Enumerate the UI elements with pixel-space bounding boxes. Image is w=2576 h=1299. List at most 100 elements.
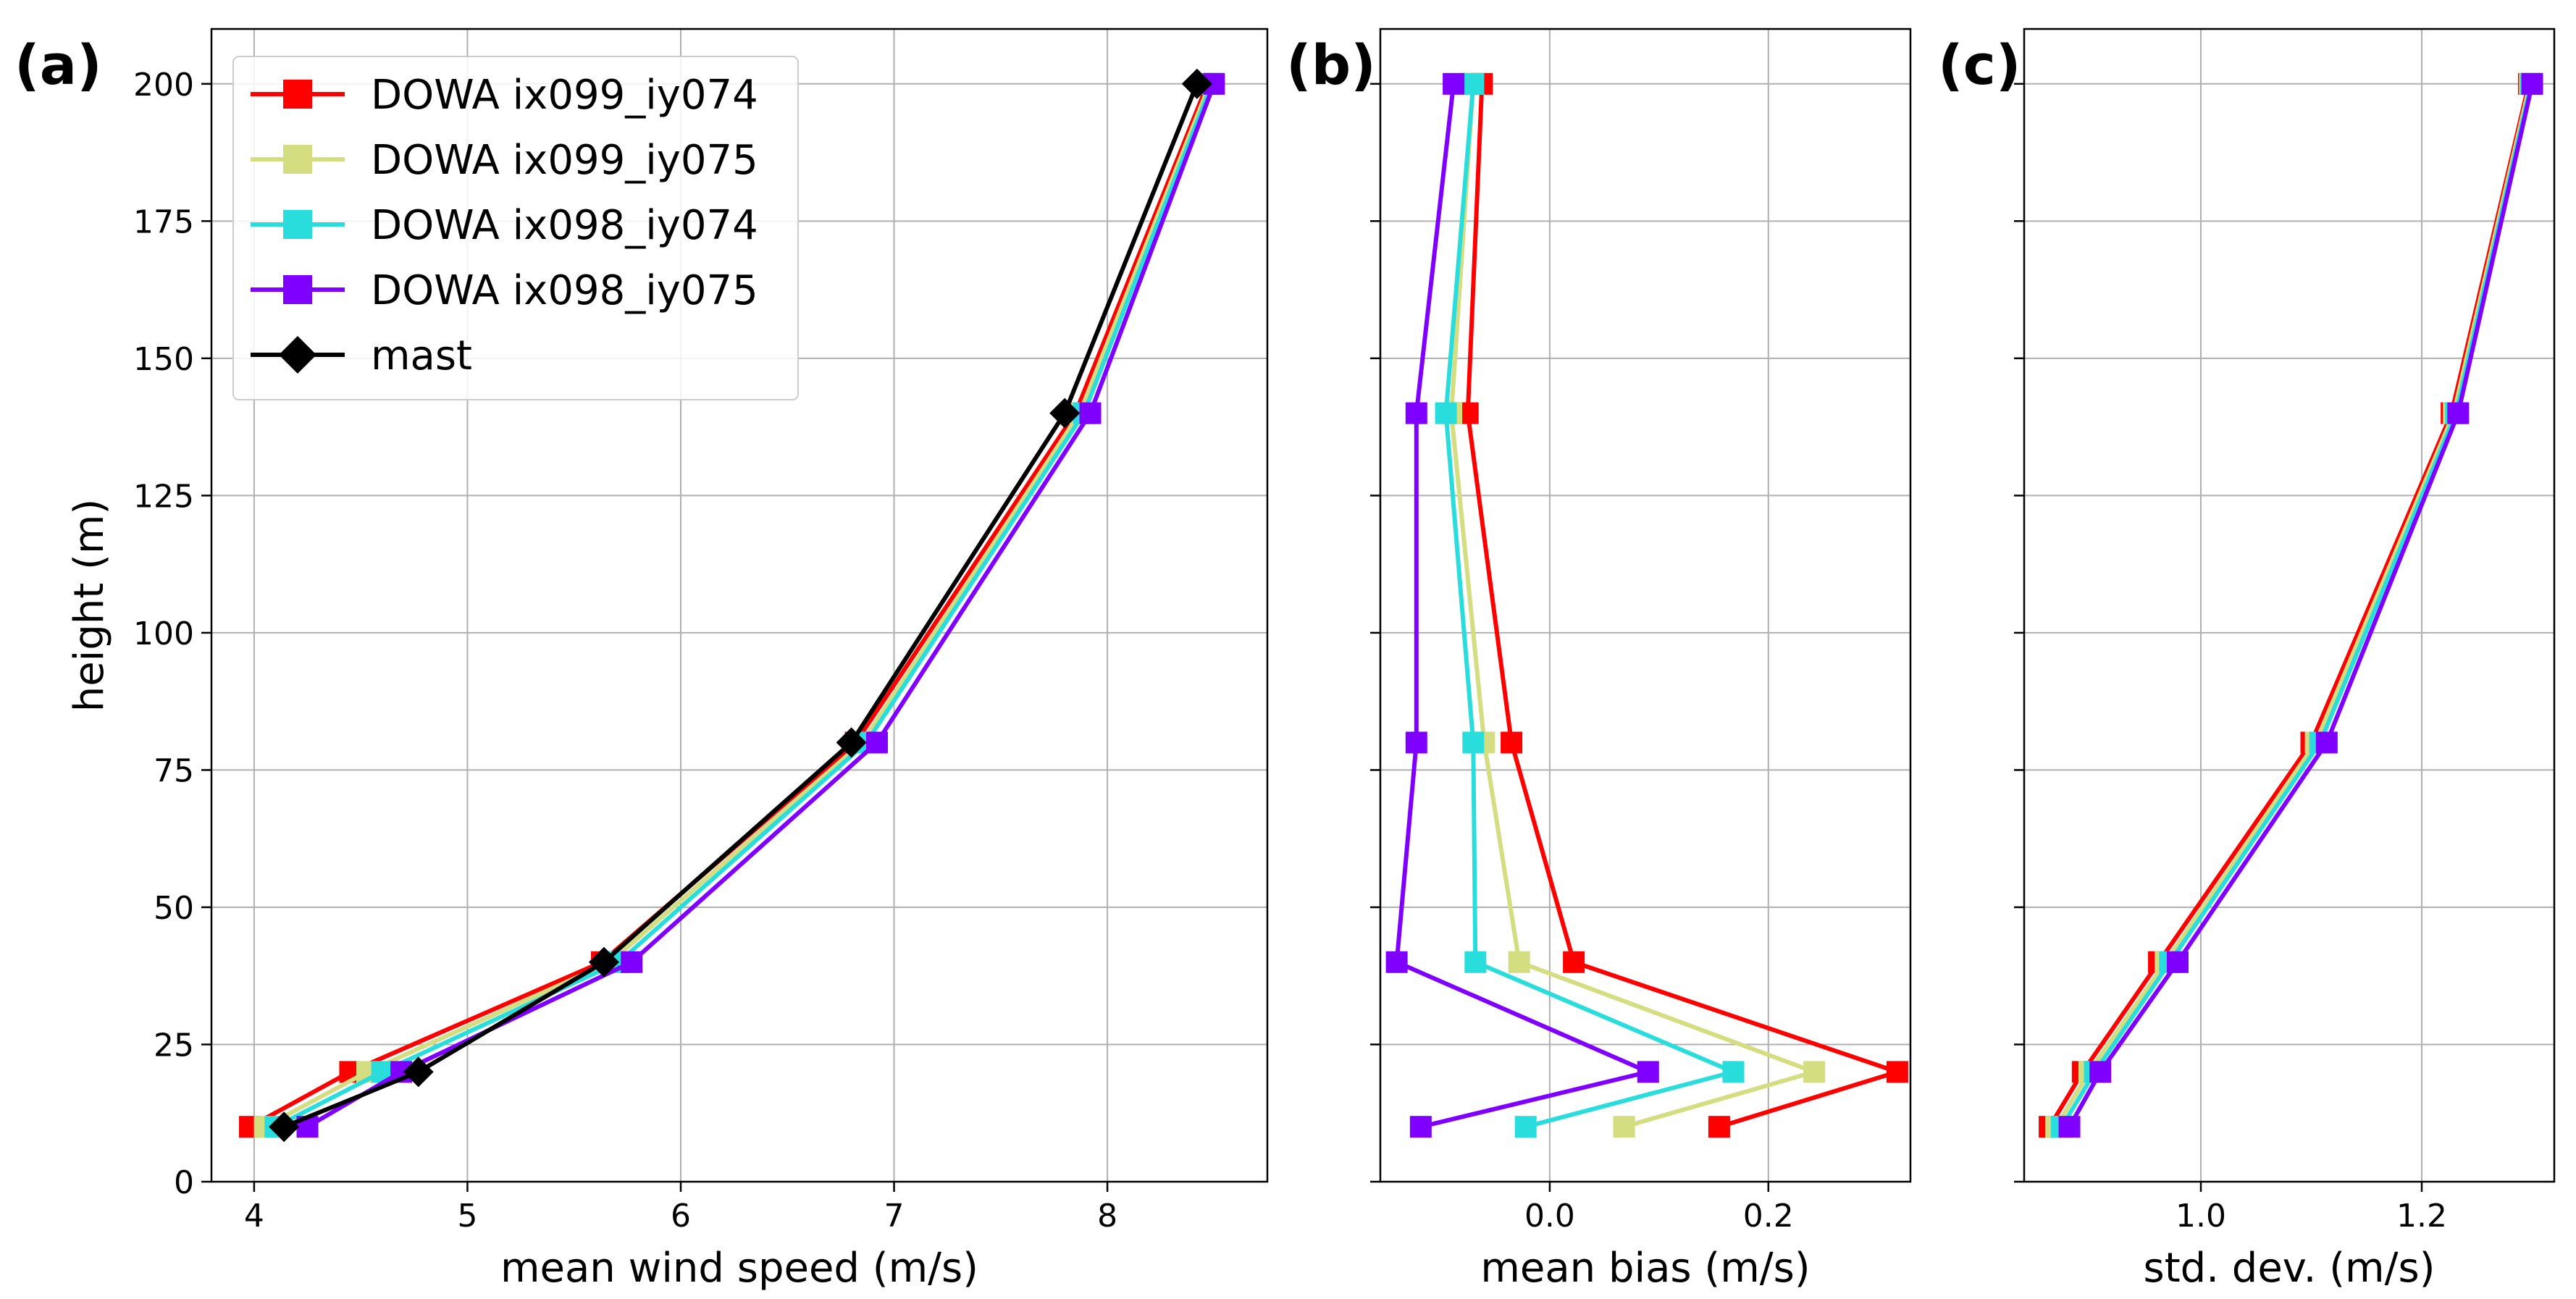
data-point-marker <box>1443 72 1465 95</box>
data-point-marker <box>1464 951 1487 973</box>
legend-label: DOWA ix099_iy075 <box>371 137 758 184</box>
series-dowa-ix099-iy074 <box>2039 72 2540 1138</box>
axes-frame <box>1379 28 1912 1183</box>
x-tick-label: 7 <box>884 1198 905 1235</box>
data-point-marker <box>403 1056 434 1088</box>
series-mast <box>269 68 1212 1143</box>
y-tick-label: 75 <box>154 752 194 789</box>
legend-label: mast <box>371 332 472 379</box>
data-point-marker <box>1462 72 1485 95</box>
data-point-marker <box>1405 731 1427 754</box>
series-dowa-ix099-iy075 <box>2045 72 2541 1138</box>
data-point-marker <box>1803 1061 1826 1083</box>
panel-label: (c) <box>1938 33 2021 97</box>
data-point-marker <box>836 727 867 758</box>
data-point-marker <box>1405 402 1427 424</box>
data-point-marker <box>1049 398 1081 429</box>
data-point-marker <box>865 731 888 754</box>
legend: DOWA ix099_iy074 DOWA ix099_iy075 DOWA ix0… <box>232 56 799 400</box>
series-line <box>264 83 1212 1129</box>
y-tick-label: 0 <box>174 1164 194 1201</box>
series-line <box>1443 83 1736 1130</box>
data-point-marker <box>1181 68 1212 99</box>
data-point-marker <box>1563 951 1585 973</box>
x-axis-label: mean wind speed (m/s) <box>500 1245 978 1292</box>
series-group <box>2039 72 2543 1138</box>
data-point-marker <box>2089 1061 2112 1083</box>
legend-label: DOWA ix099_iy074 <box>371 72 758 119</box>
data-point-marker <box>1462 731 1485 754</box>
legend-marker <box>279 336 316 374</box>
legend-item: DOWA ix099_iy075 <box>251 137 758 184</box>
data-point-marker <box>269 1111 300 1143</box>
data-point-marker <box>2447 402 2470 424</box>
panel-b: 0.0 0.2 mean bias (m/s) (b) <box>1286 28 1912 1292</box>
y-tick-label: 100 <box>133 615 194 652</box>
legend-item: mast <box>251 332 472 379</box>
series-line <box>2054 83 2533 1128</box>
legend-marker <box>283 275 312 304</box>
series-dowa-ix098-iy075 <box>2058 72 2543 1138</box>
panel-label: (a) <box>14 33 102 97</box>
data-point-marker <box>1708 1116 1730 1138</box>
panel-label: (b) <box>1286 33 1376 97</box>
data-point-marker <box>1613 1116 1635 1138</box>
data-point-marker <box>1501 731 1523 754</box>
series-dowa-ix098-iy074 <box>2050 72 2542 1138</box>
panel-a: 4 5 6 7 8 0 25 50 75 100 125 150 175 200 mean wind spe… <box>14 28 1269 1292</box>
y-tick-label: 50 <box>154 890 194 927</box>
legend-marker <box>283 145 312 174</box>
series-dowa-ix099-iy075 <box>1440 72 1826 1138</box>
data-point-marker <box>1514 1116 1537 1138</box>
x-tick-label: 6 <box>671 1198 691 1235</box>
legend-item: DOWA ix099_iy074 <box>251 72 758 119</box>
legend-label: DOWA ix098_iy074 <box>371 202 758 249</box>
x-tick-label: 0.2 <box>1743 1198 1794 1235</box>
series-line <box>1449 83 1817 1130</box>
x-tick-label: 8 <box>1097 1198 1117 1235</box>
data-point-marker <box>1409 1116 1432 1138</box>
x-axis-label: std. dev. (m/s) <box>2144 1245 2436 1292</box>
series-line <box>2067 83 2535 1128</box>
y-tick-label: 150 <box>133 341 194 378</box>
series-dowa-ix098-iy075 <box>1385 72 1659 1138</box>
legend-marker <box>283 210 312 239</box>
series-line <box>283 83 1199 1129</box>
series-line <box>2047 83 2531 1128</box>
data-point-marker <box>1435 402 1457 424</box>
x-tick-label: 1.2 <box>2396 1198 2447 1235</box>
x-tick-label: 4 <box>244 1198 264 1235</box>
data-point-marker <box>1508 951 1530 973</box>
data-point-marker <box>2315 731 2338 754</box>
data-point-marker <box>2166 951 2189 973</box>
data-point-marker <box>1886 1061 1908 1083</box>
y-tick-label: 200 <box>133 67 194 104</box>
axes-frame <box>210 28 1269 1183</box>
legend-item: DOWA ix098_iy074 <box>251 202 758 249</box>
y-tick-label: 175 <box>133 203 194 240</box>
legend-item: DOWA ix098_iy075 <box>251 267 758 314</box>
data-point-marker <box>2521 72 2543 95</box>
y-tick-label: 125 <box>133 478 194 515</box>
x-axis-label: mean bias (m/s) <box>1480 1245 1810 1292</box>
legend-label: DOWA ix098_iy075 <box>371 267 758 314</box>
axes-frame <box>2023 28 2556 1183</box>
legend-marker <box>283 80 312 109</box>
series-line <box>274 83 1214 1129</box>
series-dowa-ix098-iy074 <box>1435 72 1745 1138</box>
data-point-marker <box>1637 1061 1659 1083</box>
series-group <box>239 68 1225 1143</box>
x-tick-label: 5 <box>457 1198 477 1235</box>
data-point-marker <box>588 946 619 978</box>
data-point-marker <box>621 951 643 973</box>
series-group <box>1385 72 1908 1138</box>
series-line <box>1465 83 1900 1130</box>
series-line <box>306 83 1217 1129</box>
y-axis-label: height (m) <box>66 499 113 712</box>
data-point-marker <box>2058 1116 2081 1138</box>
data-point-marker <box>1385 951 1408 973</box>
x-tick-label: 1.0 <box>2176 1198 2226 1235</box>
y-tick-label: 25 <box>154 1027 194 1064</box>
panel-c: 1.0 1.2 std. dev. (m/s) (c) <box>1938 28 2556 1292</box>
